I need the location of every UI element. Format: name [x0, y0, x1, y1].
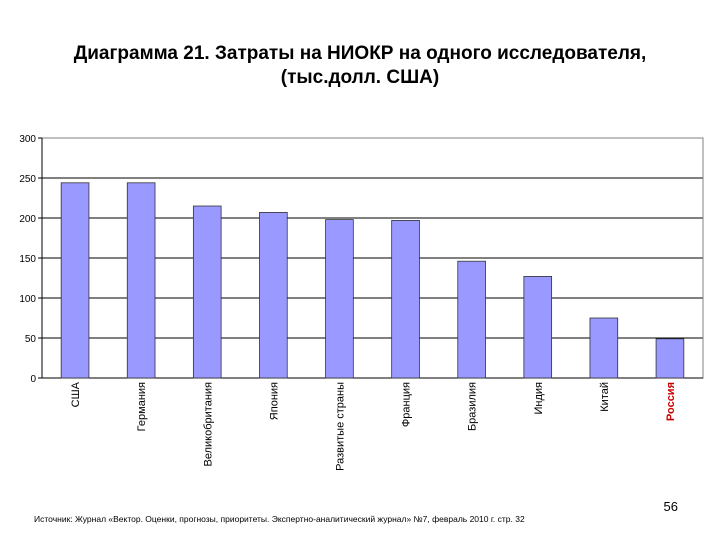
bar — [523, 275, 553, 379]
y-tick-label: 150 — [19, 254, 36, 265]
x-category-label: Франция — [401, 382, 413, 427]
x-category-label: Великобритания — [202, 382, 214, 467]
x-category-label: Япония — [268, 382, 280, 420]
bar — [457, 260, 486, 379]
x-category-label: Развитые страны — [334, 382, 346, 471]
x-category-label: Китай — [599, 382, 611, 412]
bar — [391, 220, 420, 379]
y-tick-label: 100 — [19, 294, 36, 305]
x-category-label: США — [70, 381, 82, 407]
chart-title-line-1: Диаграмма 21. Затраты на НИОКР на одного… — [73, 43, 647, 64]
bar — [192, 205, 222, 379]
bar — [259, 212, 288, 379]
x-category-label: Германия — [136, 382, 148, 431]
bar — [589, 317, 619, 379]
source-note: Источник: Журнал «Вектор. Оценки, прогно… — [34, 514, 525, 524]
x-category-label: Индия — [533, 382, 545, 415]
page-number: 56 — [663, 499, 678, 514]
chart-title-line-2: (тыс.долл. США) — [280, 67, 440, 88]
y-tick-label: 0 — [30, 374, 36, 385]
y-axis-ticks: 0 50 100 150 200 250 300 — [19, 134, 42, 385]
bar — [655, 338, 685, 379]
y-tick-label: 300 — [19, 134, 36, 145]
y-tick-label: 50 — [25, 334, 37, 345]
bar — [126, 182, 156, 379]
y-tick-label: 200 — [19, 214, 36, 225]
x-category-label: Россия — [665, 382, 677, 421]
bar-chart: 0 50 100 150 200 250 300 США Германия Великобрит… — [19, 134, 704, 471]
bar — [60, 182, 90, 379]
bar — [325, 219, 354, 379]
x-axis-labels: США Германия Великобритания Япония Развитые … — [70, 381, 677, 471]
bars — [60, 182, 685, 379]
x-category-label: Бразилия — [467, 382, 479, 431]
chart-title: Диаграмма 21. Затраты на НИОКР на одного… — [0, 42, 720, 90]
y-tick-label: 250 — [19, 174, 36, 185]
